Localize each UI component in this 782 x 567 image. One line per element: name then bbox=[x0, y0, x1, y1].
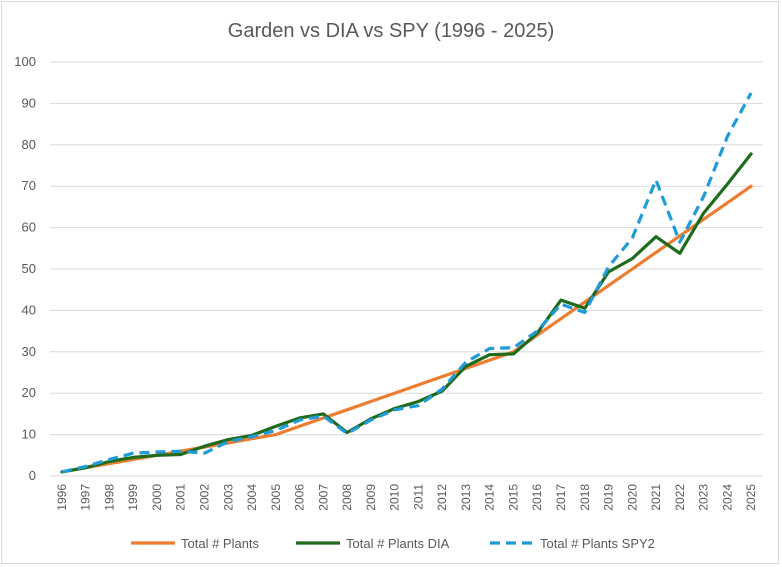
y-tick-label: 90 bbox=[22, 95, 36, 110]
x-tick-label: 2001 bbox=[174, 484, 188, 511]
x-tick-label: 2014 bbox=[483, 484, 497, 511]
y-axis-ticks: 0 10 20 30 40 50 60 70 80 90 100 bbox=[14, 54, 36, 483]
x-tick-label: 1998 bbox=[102, 484, 116, 511]
legend: Total # Plants Total # Plants DIA Total # … bbox=[131, 536, 655, 551]
series-line-3 bbox=[61, 92, 753, 474]
y-tick-label: 0 bbox=[29, 468, 36, 483]
x-tick-label: 2007 bbox=[316, 484, 330, 511]
x-tick-label: 2002 bbox=[197, 484, 211, 511]
x-tick-label: 2008 bbox=[340, 484, 354, 511]
gridlines bbox=[50, 61, 763, 477]
x-tick-label: 2017 bbox=[554, 484, 568, 511]
y-tick-label: 60 bbox=[22, 220, 36, 235]
y-tick-label: 50 bbox=[22, 261, 36, 276]
x-tick-label: 2010 bbox=[388, 484, 402, 511]
x-tick-label: 2015 bbox=[506, 484, 520, 511]
x-tick-label: 2004 bbox=[245, 484, 259, 511]
legend-label-2: Total # Plants DIA bbox=[346, 536, 450, 551]
series-line-2 bbox=[60, 152, 753, 474]
x-tick-label: 2024 bbox=[720, 484, 734, 511]
legend-label-1: Total # Plants bbox=[181, 536, 260, 551]
x-tick-label: 1997 bbox=[79, 484, 93, 511]
y-tick-label: 40 bbox=[22, 302, 36, 317]
chart-title: Garden vs DIA vs SPY (1996 - 2025) bbox=[228, 20, 554, 42]
x-tick-label: 2012 bbox=[435, 484, 449, 511]
x-tick-label: 2022 bbox=[673, 484, 687, 511]
legend-label-3: Total # Plants SPY2 bbox=[540, 536, 655, 551]
x-tick-label: 2009 bbox=[364, 484, 378, 511]
x-tick-label: 2020 bbox=[625, 484, 639, 511]
x-tick-label: 2016 bbox=[530, 484, 544, 511]
x-tick-label: 2025 bbox=[744, 484, 758, 511]
x-tick-label: 2021 bbox=[649, 484, 663, 511]
x-tick-label: 2018 bbox=[578, 484, 592, 511]
x-tick-label: 2005 bbox=[269, 484, 283, 511]
x-tick-label: 2003 bbox=[221, 484, 235, 511]
x-tick-label: 2013 bbox=[459, 484, 473, 511]
y-tick-label: 30 bbox=[22, 344, 36, 359]
y-tick-label: 10 bbox=[22, 427, 36, 442]
x-tick-label: 2006 bbox=[293, 484, 307, 511]
y-tick-label: 20 bbox=[22, 385, 36, 400]
x-tick-label: 2023 bbox=[697, 484, 711, 511]
y-tick-label: 100 bbox=[14, 54, 36, 69]
x-tick-label: 1999 bbox=[126, 484, 140, 511]
x-tick-label: 2000 bbox=[150, 484, 164, 511]
x-tick-label: 2011 bbox=[411, 484, 425, 510]
x-axis-ticks: 1996 1997 1998 1999 2000 2001 2002 2003 2004 2005… bbox=[55, 484, 758, 511]
series-lines bbox=[60, 92, 753, 474]
x-tick-label: 2019 bbox=[602, 484, 616, 511]
y-tick-label: 70 bbox=[22, 178, 36, 193]
x-tick-label: 1996 bbox=[55, 484, 69, 511]
series-line-1 bbox=[60, 184, 753, 474]
y-tick-label: 80 bbox=[22, 137, 36, 152]
